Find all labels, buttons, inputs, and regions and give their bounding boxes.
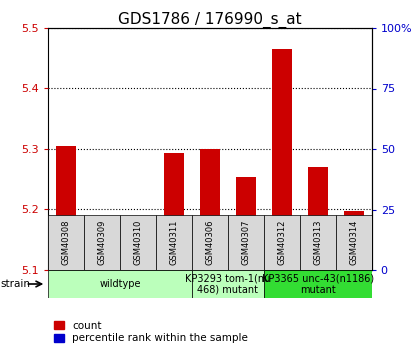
Bar: [336, 215, 372, 270]
Bar: [192, 215, 228, 270]
Text: GSM40314: GSM40314: [349, 220, 358, 265]
Bar: [238, 233, 254, 239]
Bar: [56, 146, 76, 270]
Bar: [166, 233, 182, 239]
Text: GSM40311: GSM40311: [170, 220, 178, 265]
Text: wildtype: wildtype: [100, 279, 141, 289]
Bar: [120, 215, 156, 270]
Bar: [58, 232, 74, 238]
Text: GSM40312: GSM40312: [277, 220, 286, 265]
Bar: [128, 255, 148, 270]
Bar: [308, 167, 328, 270]
Legend: count, percentile rank within the sample: count, percentile rank within the sample: [53, 321, 248, 343]
Bar: [228, 215, 264, 270]
Text: strain: strain: [0, 279, 30, 289]
Bar: [236, 177, 256, 270]
Text: GSM40306: GSM40306: [205, 220, 215, 265]
Bar: [200, 149, 220, 270]
Text: GSM40308: GSM40308: [62, 220, 71, 265]
Text: GSM40307: GSM40307: [241, 220, 250, 265]
Text: GSM40310: GSM40310: [134, 220, 143, 265]
Bar: [264, 270, 372, 298]
Bar: [310, 232, 326, 238]
Text: KP3365 unc-43(n1186)
mutant: KP3365 unc-43(n1186) mutant: [262, 273, 374, 295]
Bar: [164, 153, 184, 270]
Bar: [300, 215, 336, 270]
Bar: [84, 215, 120, 270]
Bar: [202, 232, 218, 238]
Title: GDS1786 / 176990_s_at: GDS1786 / 176990_s_at: [118, 12, 302, 28]
Bar: [48, 270, 192, 298]
Bar: [264, 215, 300, 270]
Text: GSM40309: GSM40309: [98, 220, 107, 265]
Bar: [92, 219, 112, 270]
Text: GSM40313: GSM40313: [313, 220, 322, 265]
Bar: [346, 234, 362, 240]
Bar: [48, 215, 84, 270]
Bar: [274, 228, 290, 234]
Bar: [94, 236, 110, 242]
Text: KP3293 tom-1(nu
468) mutant: KP3293 tom-1(nu 468) mutant: [185, 273, 270, 295]
Bar: [130, 241, 146, 248]
Bar: [344, 211, 364, 270]
Bar: [272, 49, 292, 270]
Bar: [192, 270, 264, 298]
Bar: [156, 215, 192, 270]
